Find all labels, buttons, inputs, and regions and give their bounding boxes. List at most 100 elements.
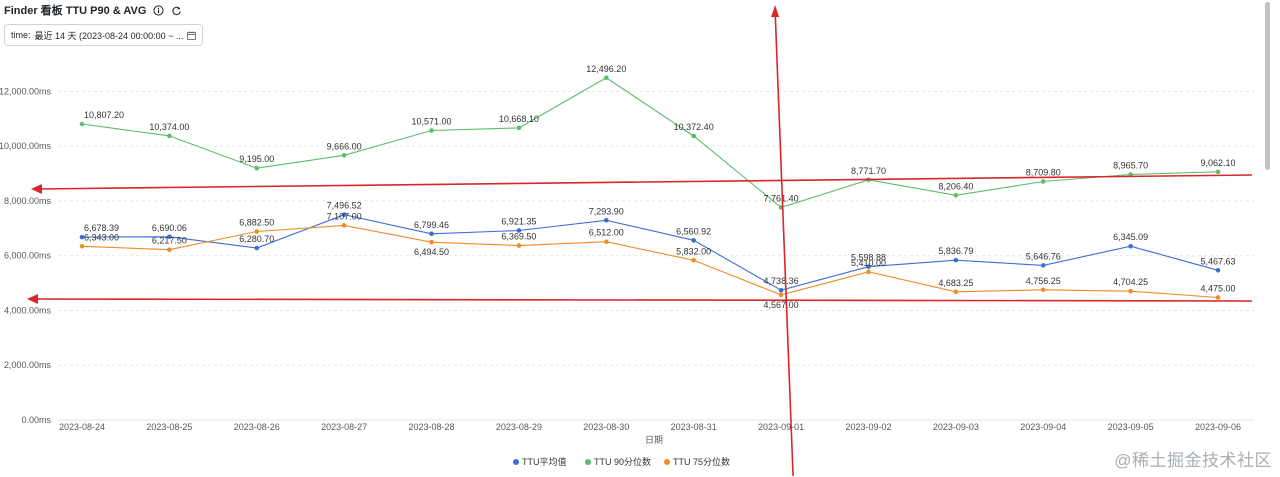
- y-tick-label: 2,000.00ms: [4, 360, 52, 370]
- legend-marker: [585, 459, 591, 465]
- data-label: 7,496.52: [327, 201, 362, 211]
- data-label: 8,965.70: [1113, 160, 1148, 170]
- data-label: 6,799.46: [414, 220, 449, 230]
- data-point: [341, 223, 347, 228]
- data-point: [79, 121, 85, 127]
- data-point: [1040, 263, 1046, 268]
- x-tick-label: 2023-08-25: [146, 422, 192, 432]
- data-label: 8,206.40: [938, 181, 973, 191]
- data-point: [516, 125, 522, 131]
- data-label: 10,374.00: [149, 122, 189, 132]
- y-tick-label: 12,000.00ms: [0, 86, 51, 96]
- y-tick-label: 10,000.00ms: [0, 141, 51, 151]
- data-point: [341, 212, 347, 218]
- data-point: [866, 264, 871, 269]
- x-tick-label: 2023-09-01: [758, 422, 804, 432]
- data-point: [429, 239, 434, 245]
- x-tick-label: 2023-09-05: [1108, 422, 1154, 432]
- data-point: [1040, 287, 1046, 293]
- data-label: 12,496.20: [586, 64, 626, 74]
- chart-title: Finder 看板 TTU P90 & AVG: [4, 5, 147, 17]
- data-label: 9,062.10: [1200, 158, 1235, 168]
- data-label: 10,571.00: [412, 117, 452, 127]
- data-label: 5,836.79: [938, 246, 973, 256]
- x-tick-label: 2023-08-28: [409, 422, 455, 432]
- annotation-arrowhead: [771, 5, 780, 17]
- data-label: 6,882.50: [239, 218, 274, 228]
- data-label: 5,598.88: [851, 253, 886, 263]
- data-point: [953, 192, 959, 198]
- data-label: 10,668.10: [499, 114, 539, 124]
- refresh-icon[interactable]: [170, 4, 182, 16]
- data-label: 6,494.50: [414, 247, 449, 257]
- vertical-scrollbar[interactable]: [1265, 2, 1270, 170]
- data-label: 4,738.36: [764, 276, 799, 286]
- data-point: [516, 243, 522, 248]
- y-tick-label: 4,000.00ms: [4, 305, 52, 315]
- data-point: [254, 245, 260, 251]
- y-tick-label: 6,000.00ms: [4, 251, 52, 261]
- data-label: 7,761.40: [764, 193, 799, 203]
- data-label: 6,921.35: [501, 216, 536, 226]
- x-tick-label: 2023-08-26: [234, 422, 280, 432]
- data-label: 6,690.06: [152, 223, 187, 233]
- data-point: [167, 234, 172, 240]
- data-label: 5,832.00: [676, 246, 711, 256]
- legend-marker: [664, 459, 670, 465]
- data-point: [604, 217, 609, 223]
- data-point: [1215, 295, 1221, 300]
- calendar-icon[interactable]: [187, 30, 196, 40]
- time-filter[interactable]: time: 最近 14 天 (2023-08-24 00:00:00 ~ ...: [4, 24, 203, 46]
- data-point: [429, 231, 434, 237]
- data-point: [79, 243, 85, 249]
- data-point: [341, 153, 347, 158]
- data-point: [778, 292, 784, 298]
- data-point: [1128, 243, 1133, 249]
- data-label: 9,195.00: [239, 154, 274, 164]
- data-label: 5,467.63: [1200, 256, 1235, 266]
- data-label: 6,217.50: [152, 236, 187, 246]
- data-label: 6,280.70: [239, 234, 274, 244]
- x-tick-label: 2023-08-24: [59, 422, 105, 432]
- data-point: [604, 239, 609, 244]
- series-line: [81, 224, 1219, 299]
- data-label: 4,704.25: [1113, 277, 1148, 287]
- data-point: [1215, 267, 1221, 273]
- data-label: 4,475.00: [1200, 283, 1235, 293]
- data-point: [167, 247, 172, 253]
- info-icon[interactable]: [152, 4, 164, 16]
- time-filter-value: 最近 14 天 (2023-08-24 00:00:00 ~ ...: [34, 30, 183, 41]
- data-label: 7,293.90: [589, 206, 624, 216]
- data-point: [516, 228, 522, 233]
- annotation-arrowhead: [31, 184, 42, 194]
- x-tick-label: 2023-08-29: [496, 422, 542, 432]
- legend-marker: [513, 459, 519, 465]
- data-label: 6,512.00: [589, 228, 624, 238]
- time-filter-label: time:: [11, 30, 31, 40]
- data-label: 6,369.50: [501, 232, 536, 242]
- annotation-arrow-line: [33, 298, 1253, 302]
- series-line: [81, 77, 1219, 209]
- data-point: [1128, 288, 1133, 294]
- data-point: [1040, 179, 1046, 184]
- data-label: 10,372.40: [674, 122, 714, 132]
- data-label: 4,756.25: [1026, 276, 1061, 286]
- data-label: 8,709.80: [1026, 167, 1061, 177]
- data-label: 10,807.20: [84, 110, 124, 120]
- data-point: [254, 165, 260, 171]
- legend-label: TTU 75分位数: [673, 456, 730, 467]
- data-point: [691, 238, 696, 243]
- data-label: 6,343.00: [84, 232, 119, 242]
- x-tick-label: 2023-08-30: [583, 422, 629, 432]
- data-label: 9,666.00: [327, 141, 362, 151]
- data-label: 5,410.00: [851, 258, 886, 268]
- data-label: 7,107.00: [327, 211, 362, 221]
- legend-label: TTU 90分位数: [594, 456, 651, 467]
- x-tick-label: 2023-09-02: [845, 422, 891, 432]
- watermark: @稀土掘金技术社区: [1114, 451, 1272, 470]
- data-label: 4,567.00: [764, 300, 799, 310]
- data-label: 6,678.39: [84, 223, 119, 233]
- data-point: [691, 133, 696, 139]
- annotation-arrowhead: [27, 294, 38, 304]
